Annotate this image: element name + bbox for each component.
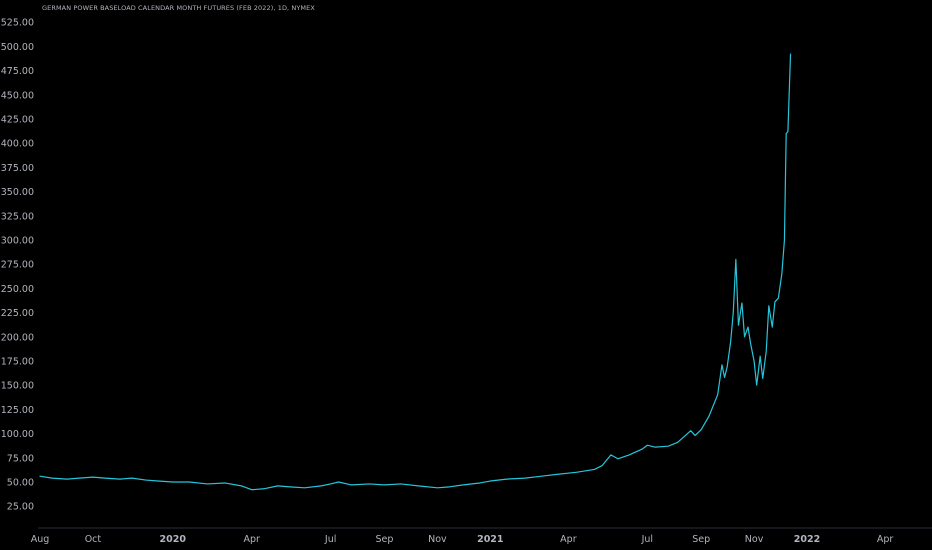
y-tick-label: 125.00 [1, 405, 34, 416]
y-tick-label: 500.00 [1, 42, 34, 53]
y-tick-label: 400.00 [1, 139, 34, 150]
y-tick-label: 375.00 [1, 163, 34, 174]
y-tick-label: 275.00 [1, 260, 34, 271]
y-tick-label: 325.00 [1, 211, 34, 222]
x-tick-label: 2021 [477, 534, 503, 545]
y-tick-label: 100.00 [1, 429, 34, 440]
x-tick-label: Nov [428, 534, 447, 545]
x-tick-label: Nov [745, 534, 764, 545]
chart-title: GERMAN POWER BASELOAD CALENDAR MONTH FUT… [42, 4, 315, 12]
y-tick-label: 175.00 [1, 357, 34, 368]
y-tick-label: 75.00 [7, 453, 34, 464]
y-tick-label: 150.00 [1, 381, 34, 392]
x-tick-label: 2020 [160, 534, 187, 545]
x-tick-label: 2022 [794, 534, 820, 545]
y-tick-label: 25.00 [7, 502, 34, 513]
x-tick-label: Apr [243, 534, 260, 545]
x-tick-label: Aug [31, 534, 50, 545]
y-axis-labels: 25.00 50.00 75.00 100.00 125.00 150.00 175.00 2… [1, 18, 34, 513]
series-group [39, 53, 792, 491]
y-tick-label: 425.00 [1, 115, 34, 126]
y-tick-label: 450.00 [1, 90, 34, 101]
x-tick-label: Apr [877, 534, 894, 545]
x-tick-label: Oct [85, 534, 102, 545]
y-tick-label: 475.00 [1, 66, 34, 77]
y-tick-label: 50.00 [7, 478, 34, 489]
y-tick-label: 250.00 [1, 284, 34, 295]
y-tick-label: 350.00 [1, 187, 34, 198]
x-tick-label: Jul [324, 534, 336, 545]
y-tick-label: 225.00 [1, 308, 34, 319]
y-tick-label: 300.00 [1, 236, 34, 247]
y-tick-label: 200.00 [1, 332, 34, 343]
x-tick-label: Jul [641, 534, 653, 545]
y-tick-label: 525.00 [1, 18, 34, 29]
x-tick-label: Sep [376, 534, 394, 545]
x-tick-label: Apr [560, 534, 577, 545]
x-axis-labels: Aug Oct 2020 Apr Jul Sep Nov 2021 Apr Jul Sep Nov 20… [31, 534, 894, 545]
price-series-line [39, 53, 792, 491]
x-tick-label: Sep [692, 534, 710, 545]
